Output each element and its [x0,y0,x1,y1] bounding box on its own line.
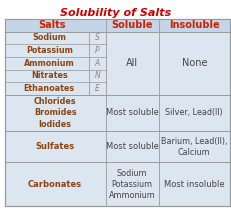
Text: Silver, Lead(II): Silver, Lead(II) [165,108,222,117]
Text: Most soluble: Most soluble [105,108,158,117]
Bar [5,19,229,206]
Text: A: A [94,59,100,68]
Text: Soluble: Soluble [111,20,152,30]
Text: Most soluble: Most soluble [105,142,158,151]
Text: All: All [126,58,138,68]
Text: Insoluble: Insoluble [168,20,219,30]
Text: Ethanoates: Ethanoates [24,84,75,93]
Text: S: S [94,33,100,43]
Bar [5,19,229,32]
Text: Sodium: Sodium [32,33,66,43]
Text: N: N [94,71,100,80]
Text: Chlorides
Bromides
Iodides: Chlorides Bromides Iodides [34,97,76,129]
Text: Sulfates: Sulfates [35,142,74,151]
Text: Most insoluble: Most insoluble [163,180,224,189]
Text: Salts: Salts [38,20,65,30]
Text: Carbonates: Carbonates [28,180,82,189]
Text: Potassium: Potassium [26,46,73,55]
Text: Solubility of Salts: Solubility of Salts [60,8,171,18]
Text: Sodium
Potassium
Ammonium: Sodium Potassium Ammonium [108,169,155,200]
Text: Nitrates: Nitrates [31,71,67,80]
Text: Ammonium: Ammonium [24,59,74,68]
Text: Barium, Lead(II),
Calcium: Barium, Lead(II), Calcium [160,136,227,157]
Text: E: E [94,84,100,93]
Text: P: P [95,46,99,55]
Text: None: None [181,58,206,68]
